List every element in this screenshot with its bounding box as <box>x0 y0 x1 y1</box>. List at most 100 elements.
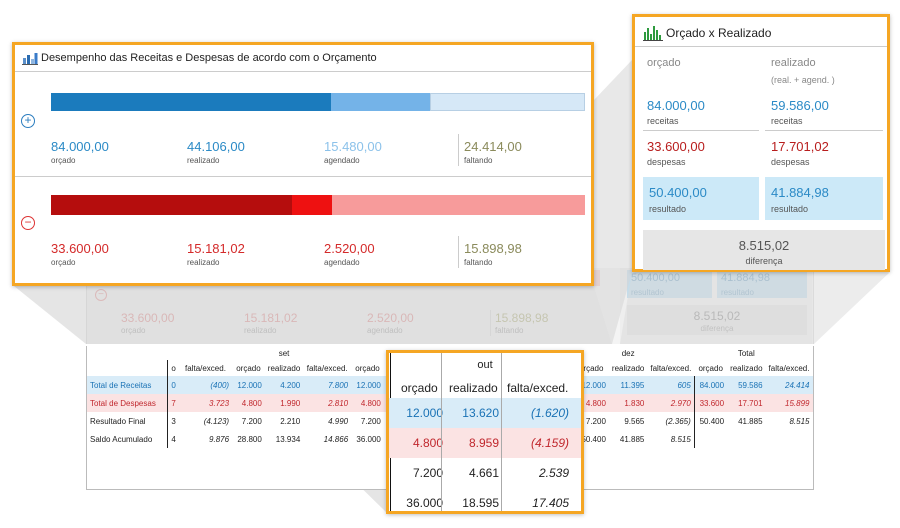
bg-despesas-faltando: 15.898,98 <box>495 311 549 325</box>
col-dez-orcado: orçado <box>578 363 604 373</box>
resultado-label-1: resultado <box>649 204 687 214</box>
table-cell: 605 <box>647 376 695 394</box>
receitas-label-1: receitas <box>647 116 679 126</box>
table-cell: 7.800 <box>303 376 352 394</box>
table-row: 36.000 18.595 17.405 <box>389 488 581 511</box>
orcado-realizado-card: Orçado x Realizado orçado realizado (rea… <box>632 14 890 272</box>
receitas-faltando-label: faltando <box>464 156 493 165</box>
table-cell: (4.123) <box>203 416 230 426</box>
receitas-bar-realizado <box>51 93 332 111</box>
table-cell: 0 <box>167 376 179 394</box>
bg-faltando-label: faltando <box>495 326 524 335</box>
table-cell: 12.000 <box>232 376 265 394</box>
section-divider <box>15 176 591 177</box>
zoom-header-realizado: realizado <box>449 381 498 395</box>
table-cell: 7.200 <box>585 416 606 426</box>
table-cell: (2.365) <box>665 416 691 426</box>
table-cell: 11.395 <box>608 376 648 394</box>
table-cell: 17.701 <box>727 394 766 412</box>
despesas-faltando: 15.898,98 <box>464 241 522 256</box>
table-cell <box>727 430 765 448</box>
table-cell: 24.414 <box>765 376 813 394</box>
table-cell: 7 <box>167 394 179 412</box>
zoom-month-out: out <box>477 359 493 371</box>
despesas-label-2: despesas <box>771 157 810 167</box>
table-cell: 4 <box>167 430 179 448</box>
despesas-separator <box>458 236 459 268</box>
collapse-despesas-icon[interactable]: − <box>21 216 35 230</box>
receitas-progress-bar <box>51 93 585 111</box>
zoom-cell: 13.620 <box>462 406 499 420</box>
col-nov-orcado: orçado <box>355 363 380 373</box>
month-total: Total <box>737 348 755 358</box>
bg-agendado-label: agendado <box>367 326 403 335</box>
zoom-col-divider <box>501 353 502 511</box>
table-row: Resultado Final 3 (4.123) 7.200 2.210 4.… <box>87 412 813 430</box>
desempenho-card: Desempenho das Receitas e Despesas de ac… <box>12 42 594 286</box>
table-cell: 2.970 <box>647 394 695 412</box>
zoom-cell: 17.405 <box>532 496 569 510</box>
zoom-cell: 2.539 <box>538 466 569 480</box>
month-set: set <box>278 348 290 358</box>
despesas-progress-bar <box>51 195 585 215</box>
table-cell: 41.885 <box>619 434 645 444</box>
bg-orcado-label: orçado <box>121 326 146 335</box>
despesas-orcado: 33.600,00 <box>51 241 109 256</box>
col-o: o <box>167 360 179 376</box>
bg-separator <box>490 310 491 336</box>
bg-despesas-realizado: 15.181,02 <box>244 311 298 325</box>
receitas-orcado: 84.000,00 <box>51 139 109 154</box>
table-cell: 4.990 <box>328 416 349 426</box>
despesas-realizado-value: 17.701,02 <box>771 139 829 154</box>
receitas-realizado-value: 59.586,00 <box>771 98 829 113</box>
bg-diferenca-value: 8.515,02 <box>693 309 741 323</box>
diferenca-value: 8.515,02 <box>738 238 790 253</box>
zoom-header-orcado: orçado <box>401 381 438 395</box>
col-dez-falta: falta/exced. <box>650 363 692 373</box>
table-cell: (400) <box>178 376 233 394</box>
despesas-bar-faltando <box>332 195 585 215</box>
despesas-agendado: 2.520,00 <box>324 241 375 256</box>
receitas-bar-agendado <box>331 93 430 111</box>
chart-icon <box>22 53 38 65</box>
card2-divider-right <box>765 130 883 131</box>
despesas-orcado-value: 33.600,00 <box>647 139 705 154</box>
receitas-bar-faltando <box>429 93 585 111</box>
diferenca-box: 8.515,02 diferença <box>643 230 885 270</box>
zoom-cell: 12.000 <box>406 406 443 420</box>
receitas-agendado: 15.480,00 <box>324 139 382 154</box>
bg-resultado-orcado: 50.400,00 <box>631 272 680 284</box>
table-cell: 33.600 <box>693 394 728 412</box>
table-row: Saldo Acumulado 4 9.876 28.800 13.934 14… <box>87 430 813 448</box>
table-cell: 3.723 <box>178 394 233 412</box>
table-row: 12.000 13.620 (1.620) <box>389 398 581 428</box>
col-set-falta: falta/exced. <box>306 363 348 373</box>
table-cell: 12.000 <box>351 376 384 394</box>
table-cell: 59.586 <box>727 376 766 394</box>
background-minus-icon: − <box>95 289 107 301</box>
table-cell: 50.400 <box>581 434 606 444</box>
resultado-label-2: resultado <box>771 204 809 214</box>
despesas-bar-agendado <box>292 195 333 215</box>
table-cell: 36.000 <box>356 434 381 444</box>
table-cell <box>693 430 728 448</box>
resultado-realizado-value: 41.884,98 <box>771 185 829 200</box>
expand-receitas-icon[interactable]: + <box>21 114 35 128</box>
table-cell: 13.934 <box>275 434 301 444</box>
table-cell: 2.810 <box>303 394 352 412</box>
bar-chart-icon <box>643 26 663 41</box>
receitas-realizado: 44.106,00 <box>187 139 245 154</box>
col-set-orcado: orçado <box>236 363 261 373</box>
table-cell <box>766 430 813 448</box>
title-divider <box>15 71 591 72</box>
table-cell: 4.800 <box>232 394 265 412</box>
card2-divider-left <box>643 130 759 131</box>
despesas-label-1: despesas <box>647 157 686 167</box>
despesas-faltando-label: faltando <box>464 258 493 267</box>
despesas-orcado-label: orçado <box>51 258 76 267</box>
bg-despesas-agendado: 2.520,00 <box>367 311 414 325</box>
table-cell: 9.876 <box>209 434 230 444</box>
zoom-cell: 4.661 <box>468 466 499 480</box>
bg-resultado-label-2: resultado <box>721 288 754 297</box>
row-label: Saldo Acumulado <box>90 434 153 444</box>
